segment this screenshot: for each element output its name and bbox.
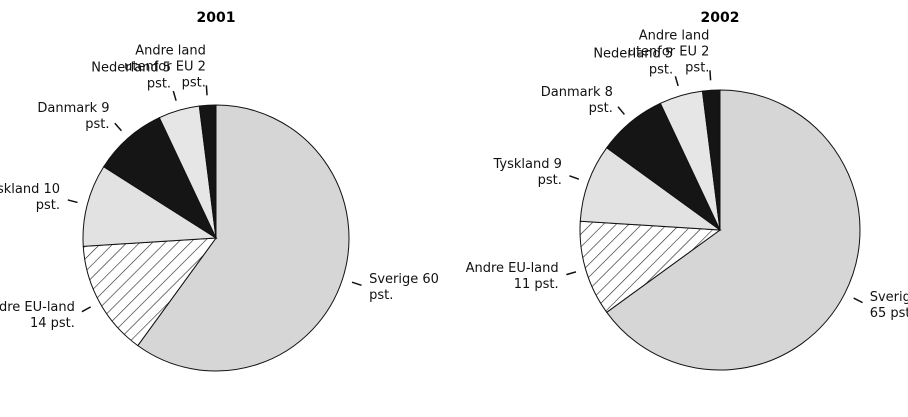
value-label: 10 pst. bbox=[35, 181, 61, 213]
pie-slice bbox=[701, 89, 721, 231]
value-label: 60 pst. bbox=[369, 271, 439, 303]
slice-label: Andre land utenfor EU 2 pst. bbox=[110, 44, 206, 92]
value-label: 65 pst. bbox=[869, 306, 908, 322]
value-label: 9 pst. bbox=[537, 157, 562, 189]
pie-slice bbox=[579, 220, 722, 313]
category-label: Andre EU-land bbox=[0, 299, 75, 315]
leader-line bbox=[566, 271, 577, 276]
leader-line bbox=[569, 175, 580, 180]
category-label: Sverige bbox=[869, 290, 908, 306]
slice-label: Sverige 65 pst. bbox=[870, 290, 908, 322]
slice-label: Danmark 8 pst. bbox=[517, 85, 613, 117]
leader-line bbox=[172, 90, 177, 101]
category-label: Nederland bbox=[91, 60, 159, 76]
leader-line bbox=[674, 76, 679, 87]
slice-label: Nederland 5 pst. bbox=[577, 46, 673, 78]
value-label: 9 pst. bbox=[85, 101, 110, 133]
value-label: 5 pst. bbox=[146, 60, 172, 92]
leader-line bbox=[114, 122, 122, 132]
slice-label: Nederland 5 pst. bbox=[75, 61, 171, 93]
pie-slice bbox=[579, 147, 722, 231]
leader-line bbox=[205, 85, 208, 96]
value-label: 2 pst. bbox=[181, 59, 206, 91]
pie-slice bbox=[137, 104, 350, 372]
slice-label: Danmark 9 pst. bbox=[14, 101, 110, 133]
slice-label: Tyskland 10 pst. bbox=[0, 182, 60, 214]
leader-line bbox=[351, 281, 362, 286]
slice-label: Tyskland 9 pst. bbox=[466, 157, 562, 189]
chart-title: 2002 bbox=[700, 10, 740, 26]
value-label: 14 pst. bbox=[29, 315, 75, 331]
pie-slice bbox=[82, 237, 218, 347]
slice-label: Sverige 60 pst. bbox=[369, 272, 465, 304]
category-label: Tyskland bbox=[0, 181, 40, 197]
category-label: Tyskland bbox=[493, 157, 550, 173]
slice-label: Andre land utenfor EU 2 pst. bbox=[613, 28, 710, 77]
category-label: Danmark bbox=[540, 84, 601, 100]
category-label: Andre land utenfor EU bbox=[627, 28, 710, 60]
pie-slice bbox=[198, 104, 217, 239]
value-label: 11 pst. bbox=[513, 276, 559, 292]
category-label: Nederland bbox=[593, 46, 661, 62]
category-label: Danmark bbox=[37, 101, 98, 117]
chart-title: 2001 bbox=[196, 10, 236, 26]
slice-label: Andre EU-land 14 pst. bbox=[0, 300, 75, 332]
category-label: Andre land utenfor EU bbox=[124, 43, 206, 75]
leader-line bbox=[81, 306, 92, 313]
slice-label: Andre EU-land 11 pst. bbox=[463, 261, 559, 293]
pie-slice bbox=[606, 89, 861, 371]
leader-line bbox=[709, 70, 712, 81]
leader-line bbox=[67, 199, 78, 204]
leader-line bbox=[617, 106, 625, 115]
leader-line bbox=[853, 297, 863, 304]
value-label: 2 pst. bbox=[685, 44, 710, 76]
value-label: 5 pst. bbox=[648, 46, 674, 78]
category-label: Sverige bbox=[369, 271, 419, 287]
category-label: Andre EU-land bbox=[465, 260, 559, 276]
value-label: 8 pst. bbox=[588, 84, 613, 116]
pie-slice bbox=[82, 166, 218, 247]
